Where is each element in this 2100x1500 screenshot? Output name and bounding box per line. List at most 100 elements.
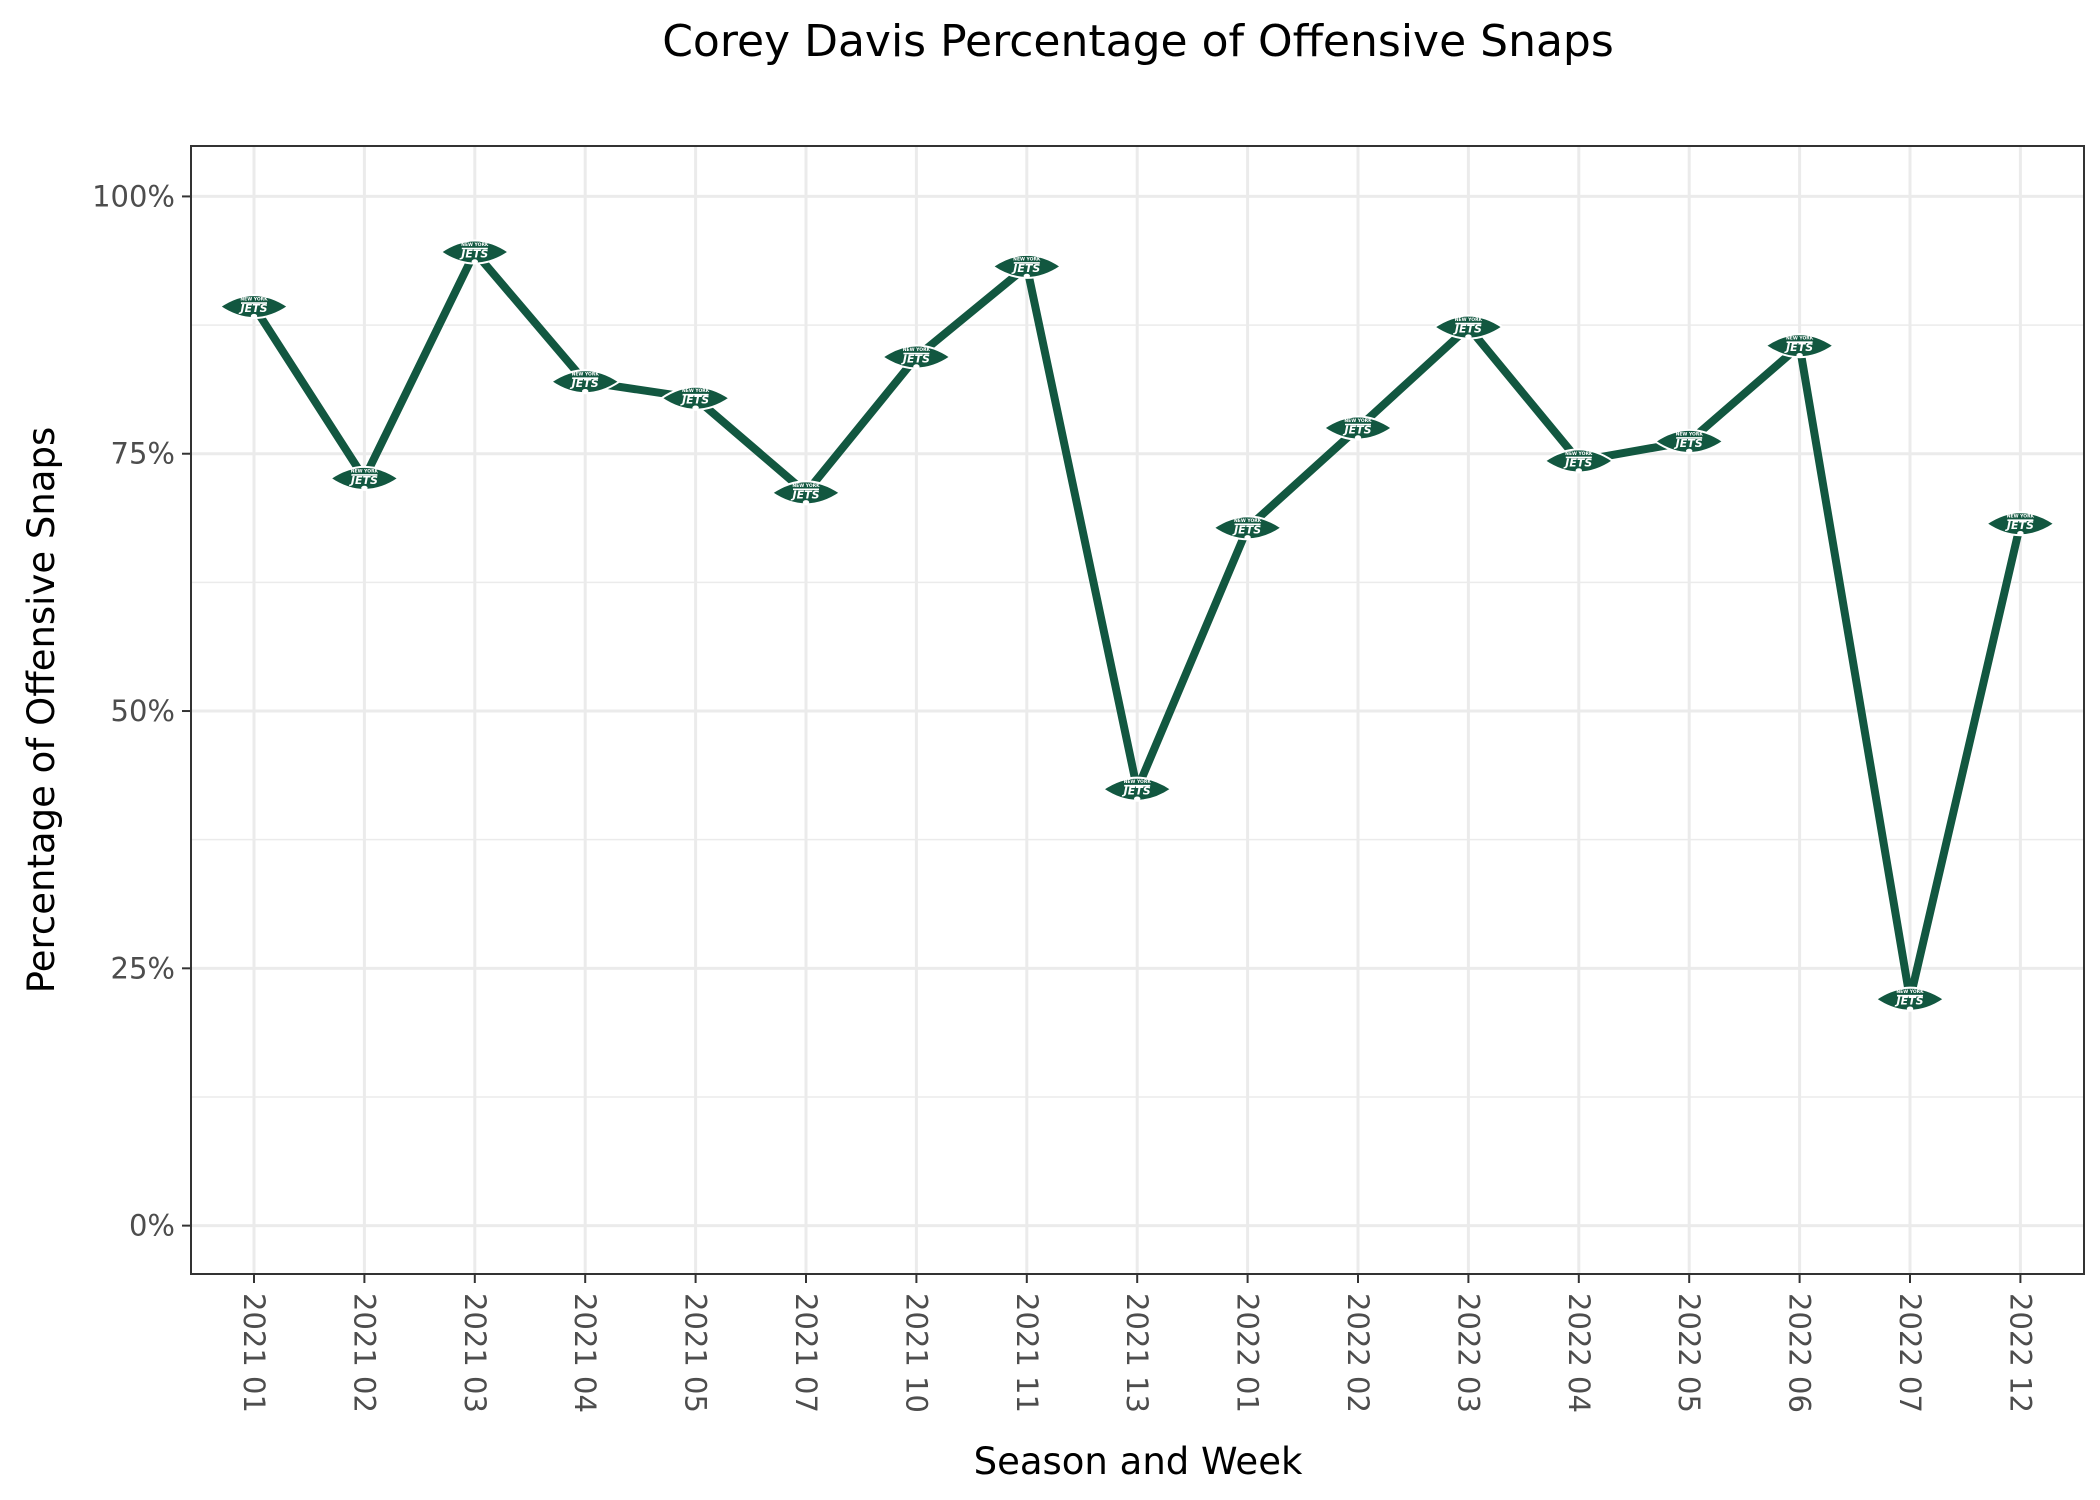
x-tick-label: 2021 04 (568, 1293, 602, 1413)
logo-text-top: NEW YORK (1786, 336, 1814, 342)
new-york-jets-logo-icon (659, 385, 732, 411)
logo-text-main: JETS (1674, 437, 1703, 450)
logo-text-top: NEW YORK (351, 468, 379, 474)
logo-ball (2017, 531, 2024, 536)
logo-text-main: JETS (1453, 323, 1482, 336)
logo-text-main: JETS (901, 353, 930, 366)
new-york-jets-logo-icon (1653, 429, 1725, 454)
logo-text-main: JETS (1894, 995, 1923, 1008)
new-york-jets-logo-icon (328, 466, 401, 491)
x-tick-label: 2021 03 (458, 1293, 492, 1413)
logo-text-top: NEW YORK (1455, 317, 1483, 323)
y-axis-title: Percentage of Offensive Snaps (20, 427, 63, 994)
y-axis: 0% 25% 50% 75% 100% (92, 179, 191, 1243)
new-york-jets-logo-icon (1763, 333, 1836, 359)
logo-ball (1796, 353, 1803, 358)
logo-text-main: JETS (1342, 424, 1371, 437)
logo-text-main: JETS (1232, 523, 1261, 536)
logo-text-main: JETS (680, 394, 709, 407)
logo-text-main: JETS (2005, 519, 2034, 532)
logo-text-main: JETS (349, 474, 378, 487)
x-tick-label: 2021 01 (237, 1293, 271, 1413)
new-york-jets-logo-icon (1211, 515, 1284, 541)
x-tick-label: 2021 07 (789, 1293, 823, 1413)
logo-text-main: JETS (570, 377, 599, 390)
logo-text-top: NEW YORK (1896, 989, 1924, 995)
y-tick-label: 0% (129, 1209, 175, 1243)
x-tick-label: 2021 02 (347, 1293, 381, 1413)
x-tick-label: 2021 13 (1120, 1293, 1154, 1413)
logo-ball (1906, 1006, 1914, 1011)
x-tick-label: 2022 05 (1672, 1293, 1706, 1413)
new-york-jets-logo-icon (1874, 986, 1946, 1012)
logo-text-top: NEW YORK (792, 483, 820, 489)
logo-ball (1686, 448, 1693, 454)
logo-text-top: NEW YORK (240, 297, 268, 303)
x-tick-label: 2022 01 (1231, 1293, 1265, 1413)
new-york-jets-logo-icon (1101, 776, 1173, 802)
logo-ball (582, 389, 589, 394)
logo-ball (802, 500, 810, 505)
logo-text-main: JETS (1784, 341, 1813, 354)
new-york-jets-logo-icon (1543, 448, 1615, 474)
x-axis-title: Season and Week (974, 1440, 1303, 1483)
logo-text-main: JETS (1011, 262, 1040, 275)
x-tick-label: 2022 07 (1893, 1293, 1927, 1413)
logo-text-main: JETS (1563, 456, 1592, 469)
chart-title: Corey Davis Percentage of Offensive Snap… (662, 16, 1614, 67)
x-tick-label: 2021 11 (1010, 1293, 1044, 1413)
y-tick-label: 50% (111, 694, 175, 728)
new-york-jets-logo-icon (218, 294, 290, 319)
grid (191, 146, 2084, 1274)
logo-text-top: NEW YORK (1565, 451, 1593, 457)
y-tick-label: 100% (92, 179, 175, 213)
logo-ball (1354, 435, 1362, 440)
logo-text-main: JETS (1122, 785, 1151, 798)
logo-ball (692, 405, 699, 410)
logo-ball (471, 259, 478, 264)
x-tick-label: 2022 06 (1783, 1293, 1817, 1413)
new-york-jets-logo-icon (770, 480, 842, 506)
new-york-jets-logo-icon (1322, 415, 1394, 441)
logo-ball (361, 485, 368, 491)
logo-text-top: NEW YORK (2007, 514, 2035, 520)
y-tick-label: 25% (111, 951, 175, 985)
logo-ball (1575, 468, 1582, 473)
new-york-jets-logo-icon (991, 254, 1063, 279)
new-york-jets-logo-icon (549, 369, 621, 395)
logo-ball (250, 313, 258, 319)
logo-text-top: NEW YORK (461, 242, 489, 248)
new-york-jets-logo-icon (1984, 511, 2057, 537)
logo-text-top: NEW YORK (1234, 518, 1262, 524)
x-tick-label: 2022 02 (1341, 1293, 1375, 1413)
y-tick-label: 75% (111, 437, 175, 471)
x-tick-label: 2022 12 (2003, 1293, 2037, 1413)
logo-text-top: NEW YORK (1676, 431, 1704, 437)
logo-ball (1023, 273, 1030, 279)
x-tick-label: 2022 04 (1562, 1293, 1596, 1413)
logo-text-top: NEW YORK (1124, 779, 1152, 785)
logo-ball (913, 364, 920, 369)
x-tick-label: 2022 03 (1451, 1293, 1485, 1413)
x-tick-label: 2021 05 (679, 1293, 713, 1413)
logo-text-main: JETS (790, 488, 819, 501)
logo-ball (1465, 334, 1472, 339)
